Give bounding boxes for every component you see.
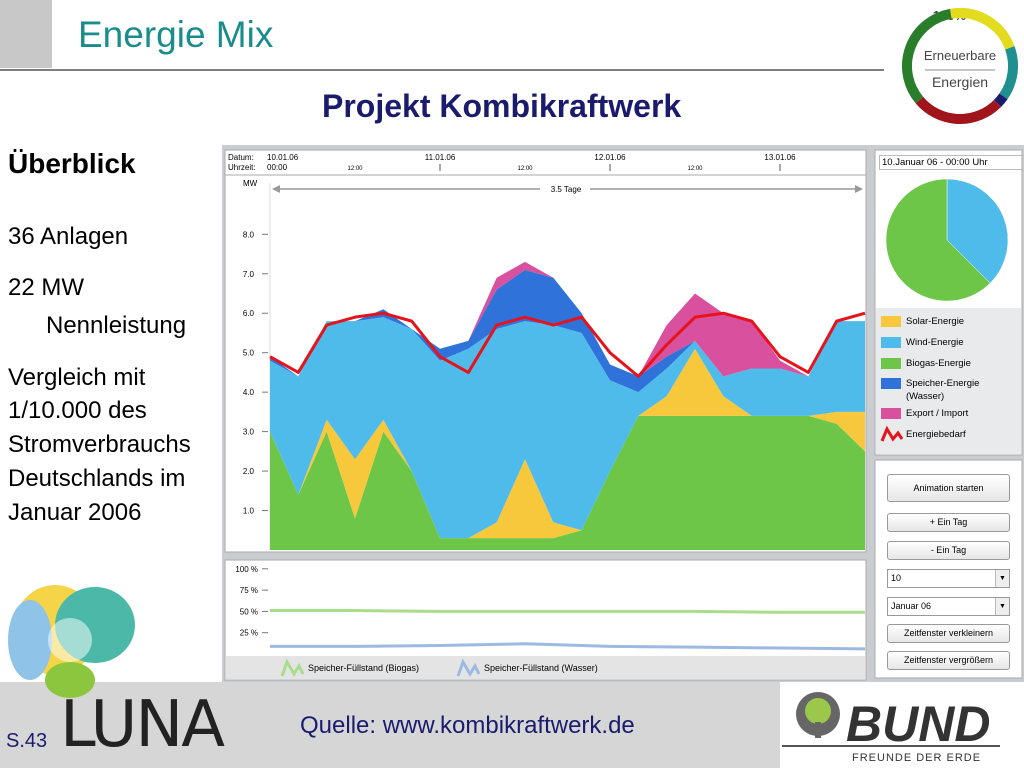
y-tick-label: 4.0 xyxy=(243,388,255,397)
x-tick-label: 10.01.06 xyxy=(267,153,299,162)
y-tick-label: 50 % xyxy=(240,607,258,616)
area xyxy=(270,317,865,539)
sidebar-line: Stromverbrauchs xyxy=(8,431,191,458)
sidebar-line: Januar 2006 xyxy=(8,499,142,526)
x-tick-label: 11.01.06 xyxy=(425,153,456,162)
legend-label: Solar-Energie xyxy=(906,316,965,327)
fill-legend-strip xyxy=(226,656,865,679)
ee-ring xyxy=(999,46,1018,100)
legend-label: Wind-Energie xyxy=(906,337,964,348)
time-tick-label: 12:00 xyxy=(517,166,533,172)
area xyxy=(270,415,865,550)
luna-logo: LUNA xyxy=(60,688,225,762)
area xyxy=(270,348,865,539)
y-tick-label: 100 % xyxy=(235,565,258,574)
day-value: 10 xyxy=(891,573,902,583)
legend-swatch xyxy=(881,358,901,369)
legend-swatch xyxy=(280,658,305,677)
slide-title: Energie Mix xyxy=(78,14,274,55)
legend-label: Speicher-Füllstand (Wasser) xyxy=(484,663,598,673)
button[interactable]: Animation starten xyxy=(887,474,1010,502)
month-value: Januar 06 xyxy=(891,601,932,611)
sidebar-line: Deutschlands im xyxy=(8,465,186,492)
x-tick-label: 12.01.06 xyxy=(594,153,626,162)
demand-line xyxy=(269,311,866,378)
x-tick-label: 13.01.06 xyxy=(764,153,796,162)
span-label: 3.5 Tage xyxy=(551,185,582,194)
bund-icon xyxy=(805,698,831,724)
pie-slice xyxy=(885,178,991,302)
y-unit: MW xyxy=(243,179,258,188)
sidebar-line: 1/10.000 des xyxy=(8,397,147,424)
corner-block xyxy=(0,0,52,68)
legend-swatch xyxy=(881,337,901,348)
y-tick-label: 6.0 xyxy=(243,309,255,318)
legend-label: Energiebedarf xyxy=(906,429,966,440)
button[interactable]: - Ein Tag xyxy=(887,541,1010,560)
ee-ring xyxy=(902,8,952,104)
y-tick-label: 1.0 xyxy=(243,507,255,516)
legend-swatch xyxy=(881,408,901,419)
day-select[interactable]: 10 ▼ xyxy=(887,569,1010,588)
time-tick-label: 12:00 xyxy=(687,166,703,172)
sidebar-line: 22 MW xyxy=(8,274,85,301)
ee-ring xyxy=(949,8,1015,50)
pie-slice xyxy=(946,178,1009,284)
y-tick-label: 7.0 xyxy=(243,270,255,279)
bund-logo: BUND xyxy=(846,696,991,752)
sidebar-heading: Überblick xyxy=(8,148,136,179)
legend-label: Speicher-Energie (Wasser) xyxy=(906,378,980,402)
y-tick-label: 75 % xyxy=(240,586,258,595)
legend-label: Biogas-Energie xyxy=(906,358,971,369)
legend-swatch xyxy=(881,378,901,389)
ee-line2: Energien xyxy=(932,74,988,90)
button[interactable]: Zeitfenster vergrößern xyxy=(887,651,1010,670)
y-tick-label: 3.0 xyxy=(243,428,255,437)
time-tick-label: 00:00 xyxy=(267,163,288,172)
pie-title: 10.Januar 06 - 00:00 Uhr xyxy=(879,155,1024,170)
legend-swatch xyxy=(880,425,904,442)
luna-blob xyxy=(8,600,52,680)
legend-label: Export / Import xyxy=(906,408,969,419)
page-number: S.43 xyxy=(6,730,48,752)
ee-line1: Erneuerbare xyxy=(924,48,996,63)
luna-blob xyxy=(45,662,95,698)
fill-line xyxy=(270,609,865,614)
ee-ring xyxy=(915,96,1002,124)
fill-line xyxy=(270,642,866,651)
date-label: Datum: xyxy=(228,153,254,162)
footer-band xyxy=(0,682,780,768)
dropdown-arrow[interactable]: ▼ xyxy=(995,598,1009,615)
slide-subtitle: Projekt Kombikraftwerk xyxy=(322,88,682,124)
ee-ring xyxy=(993,93,1008,108)
y-tick-label: 25 % xyxy=(240,629,258,638)
button[interactable]: + Ein Tag xyxy=(887,513,1010,532)
y-tick-label: 5.0 xyxy=(243,349,255,358)
source: Quelle: www.kombikraftwerk.de xyxy=(300,712,635,739)
sidebar-line: 36 Anlagen xyxy=(8,223,129,250)
legend-swatch xyxy=(456,658,481,677)
luna-blob xyxy=(48,618,92,662)
y-tick-label: 2.0 xyxy=(243,467,255,476)
sidebar-line: Nennleistung xyxy=(46,312,187,339)
bund-icon xyxy=(815,722,821,738)
legend-label: Speicher-Füllstand (Biogas) xyxy=(308,663,419,673)
dropdown-arrow[interactable]: ▼ xyxy=(995,570,1009,587)
sidebar-line: Vergleich mit xyxy=(8,364,146,391)
span-label-bg xyxy=(540,182,590,196)
button[interactable]: Zeitfenster verkleinern xyxy=(887,624,1010,643)
time-tick-label: 12:00 xyxy=(347,166,363,172)
legend-swatch xyxy=(881,316,901,327)
y-tick-label: 8.0 xyxy=(243,230,255,239)
bund-tagline: FREUNDE DER ERDE xyxy=(852,752,982,764)
time-label: Uhrzeit: xyxy=(228,163,256,172)
area xyxy=(270,261,865,377)
month-select[interactable]: Januar 06 ▼ xyxy=(887,597,1010,616)
